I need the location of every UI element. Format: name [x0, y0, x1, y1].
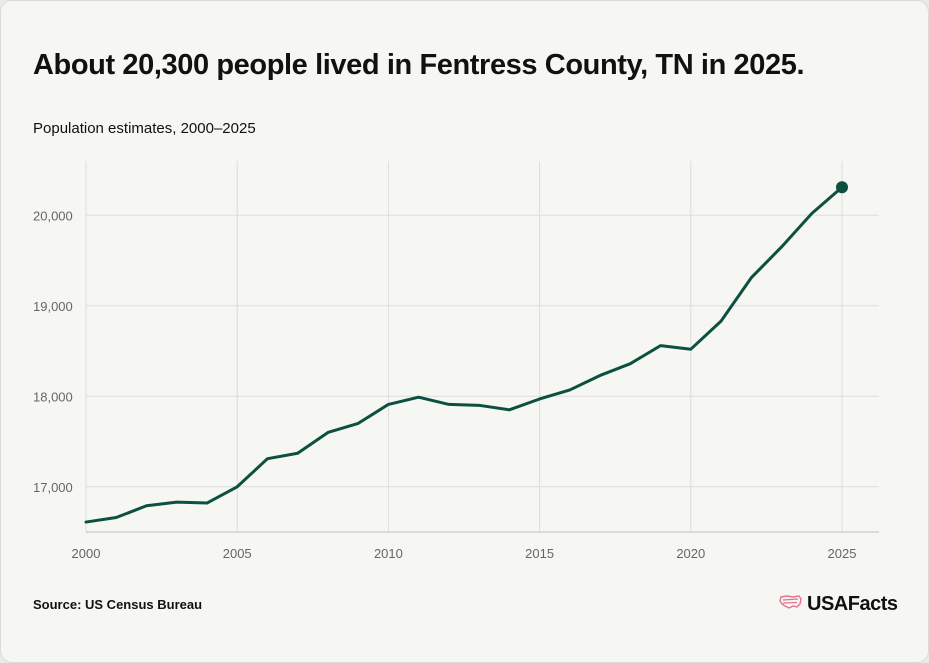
x-tick-label: 2000 [72, 546, 101, 561]
x-tick-label: 2025 [828, 546, 857, 561]
series-line [84, 185, 844, 524]
logo-text: USAFacts [807, 593, 898, 615]
y-tick-labels: 17,000 18,000 19,000 20,000 [33, 208, 73, 494]
line-chart: 17,000 18,000 19,000 20,000 2000 2005 2010 201… [33, 161, 879, 561]
y-tick-label: 20,000 [33, 208, 73, 223]
y-gridlines [86, 214, 879, 488]
y-tick-label: 18,000 [33, 389, 73, 404]
x-tick-label: 2015 [525, 546, 554, 561]
last-data-point[interactable] [836, 181, 848, 194]
usafacts-logo[interactable]: USAFacts [779, 593, 898, 616]
x-gridlines [85, 161, 843, 532]
x-tick-label: 2010 [374, 546, 403, 561]
us-map-flag-icon [779, 593, 803, 616]
y-tick-label: 19,000 [33, 299, 73, 314]
series-group [84, 181, 848, 524]
chart-subtitle: Population estimates, 2000–2025 [33, 120, 256, 137]
x-tick-labels: 2000 2005 2010 2015 2020 2025 [72, 546, 857, 561]
y-tick-label: 17,000 [33, 480, 73, 495]
x-tick-label: 2005 [223, 546, 252, 561]
source-note: Source: US Census Bureau [33, 597, 203, 612]
chart-title: About 20,300 people lived in Fentress Co… [33, 49, 805, 81]
x-tick-label: 2020 [676, 546, 705, 561]
